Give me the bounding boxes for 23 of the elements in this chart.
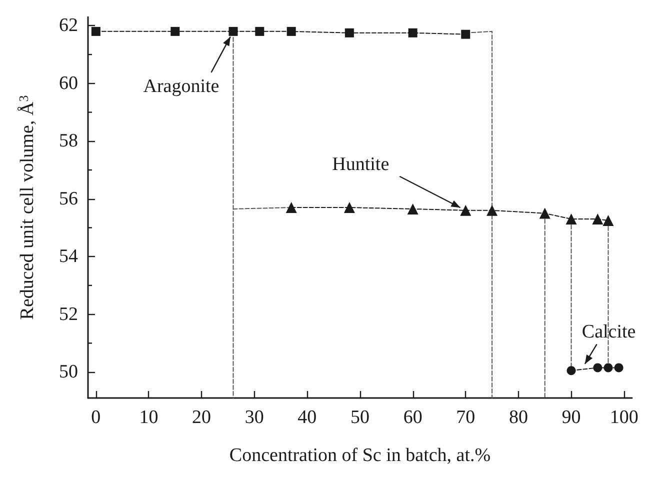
x-tick-label: 90	[562, 407, 581, 428]
y-tick-label: 50	[59, 362, 78, 383]
x-tick-label: 100	[610, 407, 638, 428]
x-tick-label: 50	[350, 407, 370, 428]
y-tick-label: 54	[59, 246, 78, 268]
annotation: Huntite	[332, 154, 390, 175]
y-axis-title: Reduced unit cell volume, Å3	[16, 95, 38, 320]
y-tick-label: 52	[59, 304, 78, 325]
annotation: Calcite	[582, 322, 636, 343]
y-tick-label: 62	[59, 15, 78, 36]
x-tick-label: 80	[508, 407, 528, 428]
y-tick-label: 58	[59, 130, 78, 152]
x-tick-label: 10	[139, 407, 158, 428]
x-tick-label: 70	[456, 407, 476, 428]
x-tick-label: 20	[192, 407, 212, 428]
y-tick-label: 60	[59, 72, 78, 94]
x-tick-label: 60	[403, 407, 422, 428]
x-axis-title: Concentration of Sc in batch, at.%	[229, 445, 491, 466]
x-tick-label: 0	[91, 407, 101, 428]
y-tick-label: 56	[59, 188, 78, 210]
annotation: Aragonite	[143, 76, 220, 97]
x-tick-label: 30	[244, 407, 264, 428]
x-tick-label: 40	[298, 407, 317, 428]
